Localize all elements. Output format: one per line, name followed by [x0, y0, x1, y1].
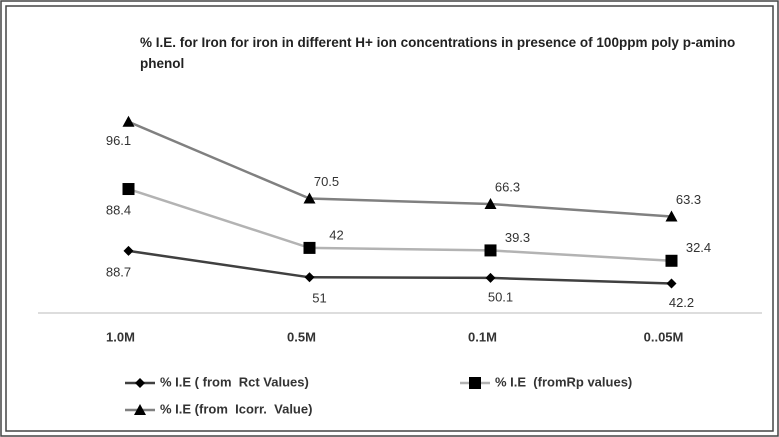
- chart-title: % I.E. for Iron for iron in different H+…: [140, 35, 736, 71]
- legend-label: % I.E (from Icorr. Value): [160, 401, 312, 416]
- data-point: [304, 272, 315, 283]
- data-label: 42.2: [669, 295, 694, 310]
- x-tick-label: 0.1M: [468, 329, 497, 344]
- data-label: 96.1: [106, 133, 131, 148]
- data-point: [303, 192, 316, 204]
- data-label: 88.7: [106, 264, 131, 279]
- data-label: 32.4: [686, 240, 711, 255]
- data-point: [666, 278, 677, 289]
- data-point: [665, 254, 678, 267]
- data-point: [122, 115, 135, 127]
- series-line: [128, 187, 672, 263]
- data-label: 42: [329, 227, 343, 242]
- data-point: [122, 183, 135, 196]
- data-label: 63.3: [676, 192, 701, 207]
- data-label: 70.5: [314, 174, 339, 189]
- inner-frame: [5, 5, 774, 432]
- data-label: 50.1: [488, 289, 513, 304]
- series-line: [128, 249, 672, 285]
- data-point: [303, 241, 316, 254]
- series-line: [128, 120, 672, 218]
- data-label: 66.3: [495, 179, 520, 194]
- data-point: [485, 272, 496, 283]
- legend-label: % I.E (fromRp values): [495, 374, 632, 389]
- legend-marker: [135, 378, 145, 388]
- data-point: [484, 198, 497, 210]
- x-tick-label: 0.5M: [287, 329, 316, 344]
- legend-label: % I.E ( from Rct Values): [160, 374, 309, 389]
- x-tick-label: 0..05M: [644, 329, 684, 344]
- data-label: 51: [312, 291, 326, 306]
- data-label: 88.4: [106, 202, 131, 217]
- data-point: [665, 210, 678, 222]
- data-label: 39.3: [505, 230, 530, 245]
- legend-marker: [134, 404, 146, 415]
- legend-marker: [469, 377, 481, 389]
- data-point: [123, 245, 134, 256]
- x-tick-label: 1.0M: [106, 329, 135, 344]
- data-point: [484, 244, 497, 257]
